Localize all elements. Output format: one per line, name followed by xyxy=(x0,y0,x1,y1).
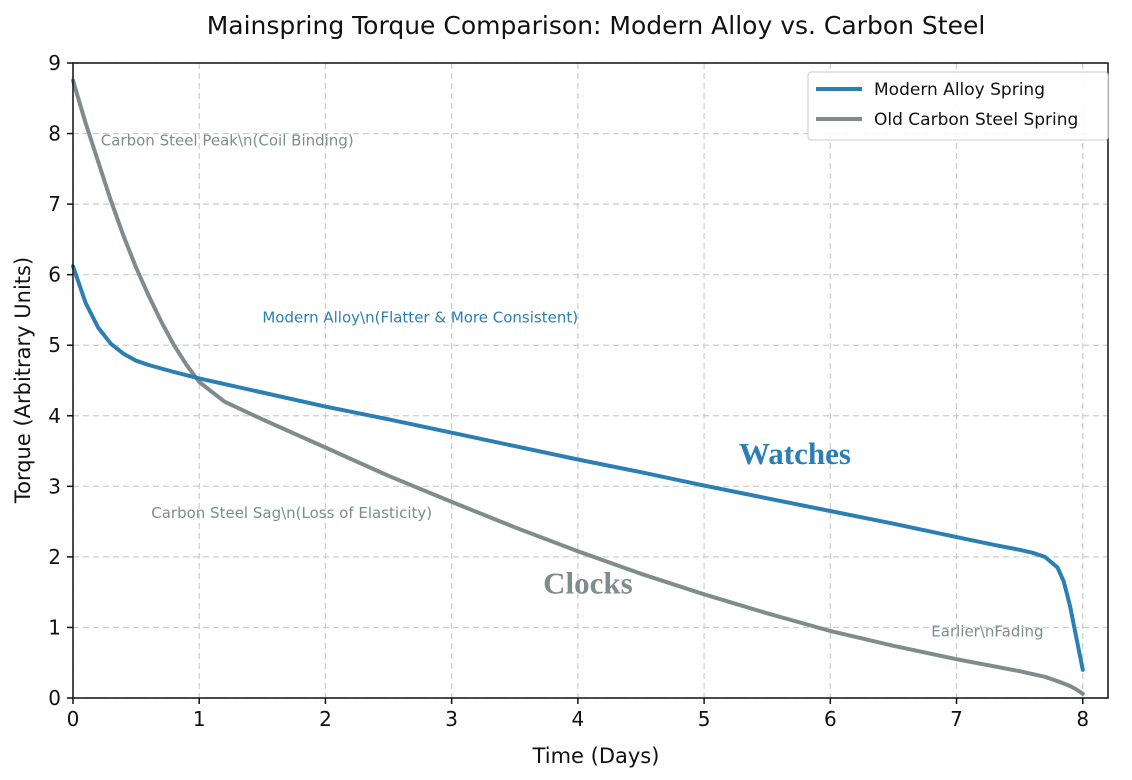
annotation-text: Modern Alloy\n(Flatter & More Consistent… xyxy=(262,309,578,327)
category-annotation: Watches xyxy=(739,436,851,471)
y-tick-label: 6 xyxy=(48,263,61,287)
y-tick-label: 8 xyxy=(48,122,61,146)
y-tick-label: 1 xyxy=(48,615,61,639)
legend-box xyxy=(807,71,1109,141)
x-tick-label: 7 xyxy=(950,707,963,731)
y-tick-label: 2 xyxy=(48,545,61,569)
legend-label-modern-alloy: Modern Alloy Spring xyxy=(874,80,1045,100)
annotation-text: Carbon Steel Sag\n(Loss of Elasticity) xyxy=(151,504,432,522)
y-axis-label: Torque (Arbitrary Units) xyxy=(11,257,35,504)
x-tick-label: 5 xyxy=(698,707,711,731)
x-tick-label: 1 xyxy=(193,707,206,731)
chart-title: Mainspring Torque Comparison: Modern All… xyxy=(207,11,986,40)
y-tick-label: 5 xyxy=(48,333,61,357)
series-line-modern-alloy xyxy=(71,264,1085,672)
category-annotation: Clocks xyxy=(543,566,633,601)
series-line-carbon-steel xyxy=(71,78,1085,696)
annotation-text: Earlier\nFading xyxy=(931,623,1043,641)
plot-frame xyxy=(72,62,1109,699)
legend-label-carbon-steel: Old Carbon Steel Spring xyxy=(874,110,1078,130)
x-tick-label: 6 xyxy=(824,707,837,731)
x-tick-label: 3 xyxy=(445,707,458,731)
x-tick-label: 0 xyxy=(67,707,80,731)
annotations: Carbon Steel Peak\n(Coil Binding) Modern … xyxy=(101,132,1044,641)
y-tick-label: 7 xyxy=(48,192,61,216)
y-tick-label: 3 xyxy=(48,474,61,498)
annotation-text: Carbon Steel Peak\n(Coil Binding) xyxy=(101,132,354,150)
x-tick-label: 8 xyxy=(1076,707,1089,731)
y-tick-label: 9 xyxy=(48,51,61,75)
axis-ticks: 0 1 2 3 4 5 6 7 8 0 1 2 3 4 5 6 7 8 9 xyxy=(48,51,1089,731)
legend: Modern Alloy Spring Old Carbon Steel Spr… xyxy=(807,71,1109,141)
series-lines xyxy=(71,78,1085,696)
grid xyxy=(72,62,1108,699)
x-tick-label: 2 xyxy=(319,707,332,731)
x-axis-label: Time (Days) xyxy=(532,744,660,768)
x-tick-label: 4 xyxy=(572,707,585,731)
y-tick-label: 0 xyxy=(48,686,61,710)
y-tick-label: 4 xyxy=(48,404,61,428)
